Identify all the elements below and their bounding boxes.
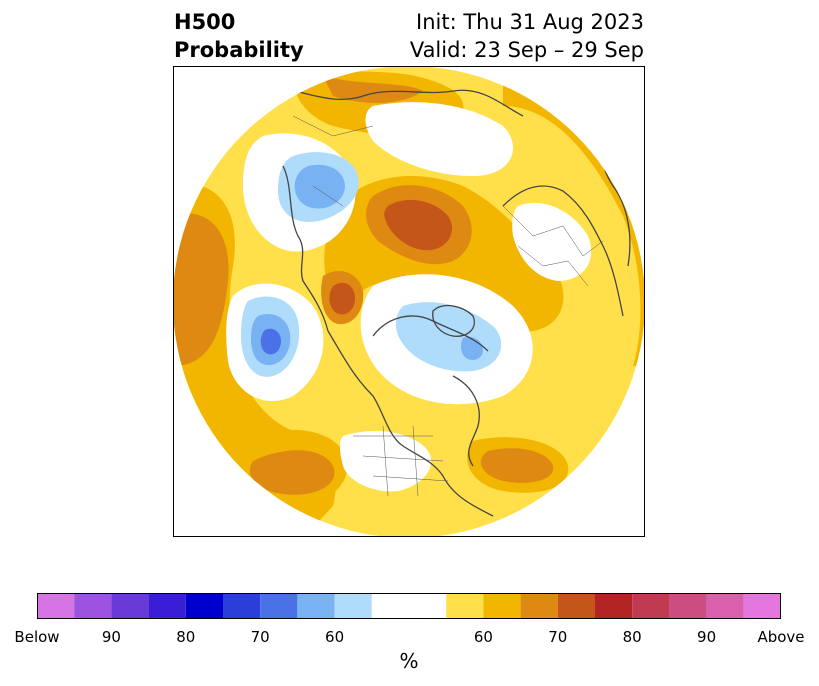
coastline-asia-east bbox=[282, 165, 329, 332]
colorbar-swatch bbox=[223, 593, 261, 619]
field-below-strong-pacific bbox=[260, 328, 281, 355]
colorbar-tick-label: Above bbox=[757, 628, 805, 646]
border-asia bbox=[292, 115, 374, 207]
field-above-very-strong-pacific bbox=[329, 282, 356, 315]
colorbar-tick-label: 60 bbox=[325, 628, 345, 646]
border-europe-1 bbox=[502, 205, 604, 257]
colorbar-tick-label: 90 bbox=[101, 628, 121, 646]
field-above-strong-north bbox=[323, 76, 423, 103]
greenland-outline bbox=[432, 304, 475, 337]
colorbar-swatch bbox=[669, 593, 707, 619]
colorbar-swatch bbox=[185, 593, 223, 619]
colorbar-tick-label: 70 bbox=[548, 628, 568, 646]
colorbar-swatch bbox=[74, 593, 112, 619]
colorbar-swatch bbox=[483, 593, 521, 619]
colorbar-unit: % bbox=[399, 649, 419, 673]
colorbar-tick-label: Below bbox=[14, 628, 60, 646]
colorbar-swatch bbox=[557, 593, 595, 619]
coastline-europe bbox=[502, 185, 624, 317]
probability-field bbox=[173, 66, 645, 537]
title-quantity: Probability bbox=[174, 38, 304, 62]
political-borders bbox=[292, 115, 604, 497]
field-above-strong-southwest bbox=[249, 450, 335, 495]
coastlines bbox=[272, 85, 631, 517]
colorbar-tick-label: 90 bbox=[697, 628, 717, 646]
colorbar-tick-label: 80 bbox=[622, 628, 642, 646]
field-above-very-strong-central bbox=[384, 199, 452, 251]
map-subtitle: Init: Thu 31 Aug 2023 Valid: 23 Sep – 29… bbox=[410, 8, 644, 64]
colorbar-swatch bbox=[260, 593, 298, 619]
colorbar-tick-label: 70 bbox=[250, 628, 270, 646]
colorbar-swatch bbox=[743, 593, 781, 619]
map-title: H500 Probability bbox=[174, 8, 304, 64]
colorbar-tick-label: 60 bbox=[473, 628, 493, 646]
colorbar-swatch bbox=[446, 593, 484, 619]
coastline-north-america-west bbox=[327, 330, 494, 517]
colorbar-tick-label: 80 bbox=[176, 628, 196, 646]
colorbar-swatch bbox=[334, 593, 372, 619]
border-usa-states bbox=[353, 425, 449, 497]
colorbar-swatch bbox=[148, 593, 186, 619]
probability-map bbox=[173, 66, 645, 537]
colorbar-frame bbox=[37, 593, 781, 619]
coastline-hudson bbox=[452, 375, 480, 467]
colorbar-swatch bbox=[371, 593, 447, 619]
colorbar-swatch bbox=[632, 593, 670, 619]
map-panel bbox=[173, 66, 645, 537]
field-above-strong-west bbox=[173, 213, 229, 366]
field-below-mid-siberia bbox=[294, 164, 345, 209]
title-variable: H500 bbox=[174, 10, 236, 34]
colorbar-swatch bbox=[706, 593, 744, 619]
colorbar bbox=[37, 593, 781, 619]
colorbar-swatch bbox=[37, 593, 75, 619]
border-europe-2 bbox=[517, 245, 589, 287]
map-frame bbox=[173, 66, 645, 537]
valid-range: Valid: 23 Sep – 29 Sep bbox=[409, 38, 644, 62]
colorbar-swatch bbox=[595, 593, 633, 619]
colorbar-swatch bbox=[297, 593, 335, 619]
colorbar-swatch bbox=[111, 593, 149, 619]
field-neutral-arctic bbox=[365, 102, 513, 176]
colorbar-swatch bbox=[520, 593, 558, 619]
init-date: Init: Thu 31 Aug 2023 bbox=[416, 10, 644, 34]
coastline-north bbox=[272, 85, 524, 117]
coastline-canada-arctic bbox=[372, 315, 489, 352]
field-neutral-europe bbox=[512, 202, 592, 281]
field-above-strong-atlantic bbox=[480, 448, 554, 483]
